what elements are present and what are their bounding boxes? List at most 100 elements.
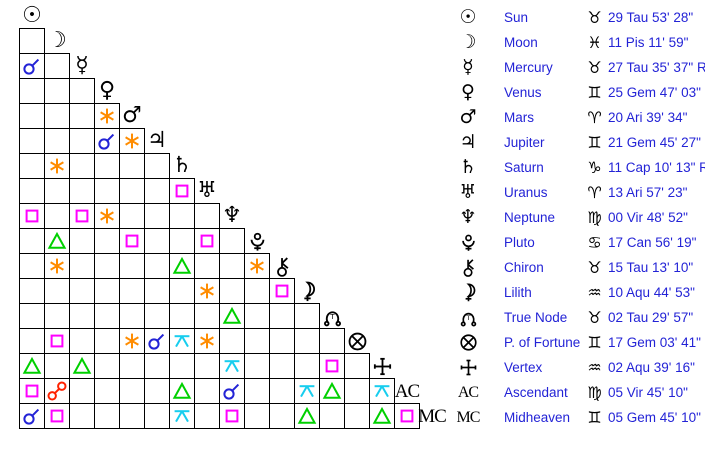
table-glyph-vertex-icon: [450, 355, 486, 380]
aspect-cell-saturn-venus: [94, 153, 120, 179]
aspect-cell-vertex-jupiter: [144, 353, 170, 379]
aspect-cell-lilith-jupiter: [144, 278, 170, 304]
fortune-icon: [348, 332, 366, 350]
trine-icon: [372, 406, 392, 424]
grid-glyph-mars-icon: ♂: [122, 103, 142, 128]
table-glyph-ascendant-icon: AC: [457, 384, 479, 401]
sign-gem-icon: ♊: [587, 133, 602, 152]
aspect-cell-fortune-mercury: [69, 328, 95, 354]
aspect-cell-chiron-pluto: [244, 253, 270, 279]
planet-name: Venus: [504, 85, 542, 100]
aspect-cell-midheaven-chiron: [269, 403, 295, 429]
table-glyph-true-node-icon: T: [450, 305, 486, 330]
planet-name: Chiron: [504, 260, 544, 275]
svg-text:T: T: [329, 312, 335, 321]
aspect-cell-neptune-saturn: [169, 203, 195, 229]
sign-gem-icon: ♊: [587, 408, 602, 427]
conjunction-icon: [23, 58, 40, 75]
aspect-cell-uranus-saturn: [169, 178, 195, 204]
lilith-icon: [465, 283, 475, 302]
aspect-cell-ascendant-venus: [94, 378, 120, 404]
planet-row-ascendant: AC Ascendant ♍ 05 Vir 45' 10": [450, 380, 705, 405]
aspect-cell-ascendant-sun: [19, 378, 45, 404]
square-icon: [75, 209, 89, 223]
aspect-cell-chiron-moon: [44, 253, 70, 279]
aspect-cell-pluto-uranus: [194, 228, 220, 254]
table-glyph-neptune-icon: ♆: [459, 206, 477, 228]
aspect-cell-vertex-mars: [119, 353, 145, 379]
aspect-cell-mars-moon: [44, 103, 70, 129]
aspect-cell-ascendant-mercury: [69, 378, 95, 404]
planet-name: Sun: [504, 10, 529, 25]
fortune-icon: [459, 334, 477, 351]
planet-row-midheaven: MC Midheaven ♊ 05 Gem 45' 10": [450, 405, 705, 430]
aspect-cell-ascendant-uranus: [194, 378, 220, 404]
aspect-cell-fortune-jupiter: [144, 328, 170, 354]
sign-ari-icon: ♈: [587, 108, 602, 127]
sign-vir-icon: ♍: [587, 383, 602, 402]
conjunction-icon: [23, 408, 40, 425]
sextile-icon: [125, 333, 139, 349]
aspect-cell-lilith-mars: [119, 278, 145, 304]
grid-glyph-neptune-icon: ♆: [222, 203, 242, 228]
grid-glyph-pluto-icon: [244, 228, 270, 254]
planet-name: Neptune: [504, 210, 556, 225]
aspect-cell-pluto-jupiter: [144, 228, 170, 254]
aspect-cell-neptune-sun: [19, 203, 45, 229]
aspect-cell-ascendant-jupiter: [144, 378, 170, 404]
table-glyph-pluto-icon: [450, 230, 486, 255]
grid-glyph-true-node-icon: T: [319, 303, 345, 329]
table-glyph-venus-icon: ♀: [461, 81, 475, 103]
aspect-cell-ascendant-neptune: [219, 378, 245, 404]
planet-row-sun: ☉ Sun ♉ 29 Tau 53' 28": [450, 5, 705, 30]
aspect-cell-true-node-neptune: [219, 303, 245, 329]
sextile-icon: [50, 158, 64, 174]
aspect-cell-neptune-mercury: [69, 203, 95, 229]
aspect-cell-midheaven-venus: [94, 403, 120, 429]
sextile-icon: [125, 133, 139, 149]
aspect-cell-moon-sun: [19, 28, 45, 54]
square-icon: [200, 234, 214, 248]
aspect-cell-lilith-neptune: [219, 278, 245, 304]
aspect-cell-midheaven-ascendant: [394, 403, 420, 429]
aspect-cell-fortune-true-node: [319, 328, 345, 354]
aspect-cell-vertex-sun: [19, 353, 45, 379]
aspect-cell-neptune-venus: [94, 203, 120, 229]
vertex-icon: [460, 359, 476, 376]
sign-can-icon: ♋: [587, 233, 602, 252]
aspect-cell-midheaven-mars: [119, 403, 145, 429]
aspect-cell-true-node-venus: [94, 303, 120, 329]
aspect-cell-ascendant-pluto: [244, 378, 270, 404]
aspect-cell-chiron-sun: [19, 253, 45, 279]
table-glyph-sun-icon: ☉: [459, 6, 477, 28]
trine-icon: [22, 356, 42, 374]
aspect-cell-uranus-jupiter: [144, 178, 170, 204]
aspect-cell-midheaven-mercury: [69, 403, 95, 429]
planet-name: Uranus: [504, 185, 548, 200]
square-icon: [325, 359, 339, 373]
aspect-cell-saturn-mercury: [69, 153, 95, 179]
aspect-cell-uranus-mars: [119, 178, 145, 204]
aspect-cell-venus-sun: [19, 78, 45, 104]
sextile-icon: [200, 283, 214, 299]
aspect-cell-true-node-saturn: [169, 303, 195, 329]
table-glyph-mars-icon: ♂: [459, 106, 477, 128]
sign-gem-icon: ♊: [587, 333, 602, 352]
aspect-cell-midheaven-sun: [19, 403, 45, 429]
square-icon: [50, 409, 64, 423]
planet-position: 17 Can 56' 19": [608, 235, 697, 250]
planet-name: P. of Fortune: [504, 335, 581, 350]
planet-position: 11 Cap 10' 13" R: [608, 160, 705, 175]
planet-position: 20 Ari 39' 34": [608, 110, 688, 125]
table-glyph-jupiter-icon: ♃: [459, 131, 477, 153]
opposition-icon: [47, 381, 67, 401]
aspect-cell-lilith-moon: [44, 278, 70, 304]
aspect-cell-vertex-venus: [94, 353, 120, 379]
aspect-cell-uranus-venus: [94, 178, 120, 204]
sign-vir-icon: ♍: [587, 208, 602, 227]
grid-glyph-moon-icon: ☽: [47, 28, 67, 53]
aspect-cell-ascendant-true-node: [319, 378, 345, 404]
aspect-cell-saturn-jupiter: [144, 153, 170, 179]
grid-glyph-midheaven-icon: MC: [418, 405, 447, 427]
